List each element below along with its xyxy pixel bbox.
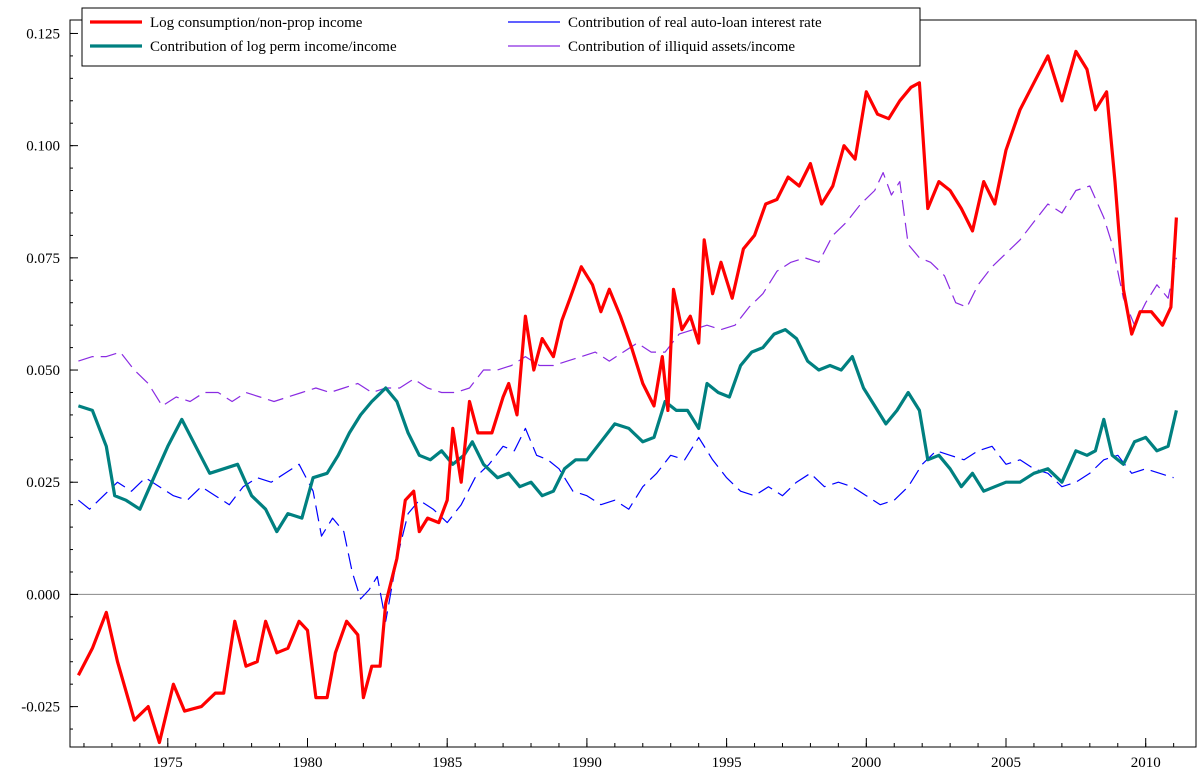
x-tick-label: 1995	[712, 755, 742, 771]
x-axis: 1975 1980 1985 1990 1995 2000 2005 2010	[83, 738, 1175, 771]
legend-label-1: Contribution of log perm income/income	[150, 39, 397, 55]
x-tick-label: 1990	[572, 755, 602, 771]
legend-label-3: Contribution of illiquid assets/income	[568, 39, 795, 55]
y-tick-label: 0.025	[26, 475, 60, 491]
series-line-1	[77, 328, 1178, 534]
legend: Log consumption/non-prop income Contribut…	[81, 7, 921, 67]
y-tick-label: 0.125	[26, 26, 60, 42]
x-tick-label: 2005	[991, 755, 1021, 771]
y-tick-label: -0.025	[21, 700, 60, 716]
x-tick-label: 1975	[153, 755, 183, 771]
series-line-2	[78, 427, 1174, 622]
y-tick-label: 0.000	[26, 587, 60, 603]
legend-label-0: Log consumption/non-prop income	[150, 15, 363, 31]
x-tick-label: 2000	[851, 755, 881, 771]
legend-label-2: Contribution of real auto-loan interest …	[568, 15, 822, 31]
series-layer	[76, 49, 1178, 745]
series-line-3	[78, 172, 1177, 407]
x-tick-label: 1985	[432, 755, 462, 771]
y-tick-label: 0.050	[26, 363, 60, 379]
y-tick-label: 0.075	[26, 251, 60, 267]
legend-box	[81, 7, 921, 67]
x-tick-label: 1980	[292, 755, 322, 771]
y-tick-label: 0.100	[26, 139, 60, 155]
x-tick-label: 2010	[1131, 755, 1161, 771]
y-axis: -0.025 0.000 0.025 0.050 0.075 0.100 0.125	[21, 26, 78, 730]
series-line-0	[76, 49, 1178, 745]
